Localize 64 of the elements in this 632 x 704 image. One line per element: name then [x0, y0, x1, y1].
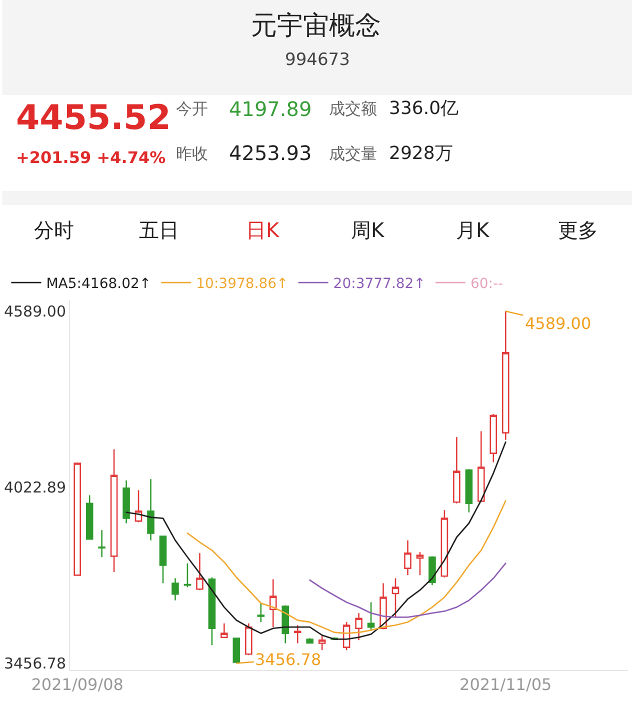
candlestick [392, 578, 400, 618]
candlestick [367, 602, 375, 631]
text: 今开 [176, 99, 208, 118]
chart-title: 元宇宙概念 [251, 11, 381, 42]
chart-subtitle: 994673 [285, 50, 350, 70]
candlestick [478, 430, 485, 503]
line-series [186, 500, 506, 634]
text: 月K [456, 218, 490, 242]
candlestick [147, 478, 154, 541]
candlestick [355, 612, 362, 641]
x-tick-label: 2021/09/08 [31, 675, 124, 694]
line-series [126, 441, 506, 640]
x-tick-label: 2021/11/05 [460, 675, 552, 694]
candlestick [428, 556, 436, 586]
candlestick [245, 622, 252, 656]
candlestick [159, 536, 167, 584]
text: +201.59 +4.74% [16, 148, 166, 167]
candlestick [404, 540, 412, 576]
text: 4253.93 [229, 141, 312, 165]
text: 分时 [34, 218, 74, 242]
candlestick [453, 436, 460, 504]
candlestick [172, 578, 179, 601]
candlestick [196, 552, 204, 591]
legend-label: MA5:4168.02↑ [46, 276, 152, 292]
legend-label: 10:3978.86↑ [196, 276, 288, 292]
candlestick [110, 448, 118, 573]
y-tick-label: 4589.00 [4, 302, 66, 320]
candlestick [257, 602, 265, 623]
annotation: 3456.78 [255, 650, 322, 669]
candlestick [184, 562, 192, 588]
candlestick [98, 529, 106, 558]
line-series [309, 562, 506, 618]
text: 成交额 [329, 99, 377, 118]
candlestick [294, 624, 302, 644]
text: 2928万 [389, 143, 453, 164]
candlestick [269, 578, 277, 628]
candlestick [416, 552, 424, 576]
text: 336.0亿 [389, 98, 459, 119]
candlestick [306, 638, 314, 644]
y-tick-label: 3456.78 [4, 654, 66, 672]
candlestick [232, 638, 240, 664]
text: 成交量 [329, 144, 377, 163]
candlestick [122, 480, 130, 524]
legend-label: 60:-- [470, 276, 504, 292]
text: 4455.52 [16, 98, 171, 138]
candlestick [440, 510, 448, 578]
text: 周K [351, 218, 385, 242]
text: 更多 [558, 218, 598, 242]
candlestick [220, 622, 228, 638]
text: 昨收 [176, 144, 208, 163]
candlestick [208, 576, 216, 646]
candlestick [318, 634, 326, 651]
candlestick [465, 468, 473, 514]
candlestick [74, 462, 81, 576]
candlestick [282, 604, 290, 644]
candlestick [86, 494, 94, 540]
annotation: 4589.00 [525, 314, 592, 333]
text: 五日 [139, 218, 179, 242]
candlestick [490, 413, 498, 463]
legend-label: 20:3777.82↑ [333, 276, 426, 292]
text: 日K [246, 218, 280, 242]
y-tick-label: 4022.89 [4, 478, 66, 496]
text: 4197.89 [229, 97, 312, 121]
candlestick [502, 310, 510, 441]
